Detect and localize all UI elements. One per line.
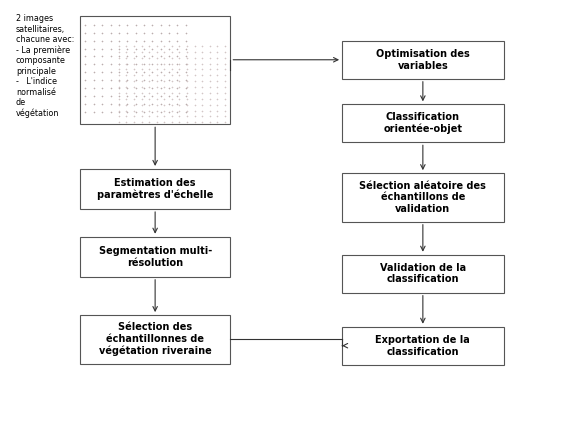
FancyBboxPatch shape bbox=[342, 104, 504, 142]
FancyBboxPatch shape bbox=[342, 255, 504, 293]
FancyBboxPatch shape bbox=[80, 16, 230, 124]
FancyBboxPatch shape bbox=[342, 173, 504, 222]
Text: Validation de la
classification: Validation de la classification bbox=[380, 263, 466, 284]
FancyBboxPatch shape bbox=[80, 237, 230, 277]
Text: Optimisation des
variables: Optimisation des variables bbox=[376, 49, 470, 70]
Text: 2 images
satellitaires,
chacune avec:
- La première
composante
principale
-   L': 2 images satellitaires, chacune avec: - … bbox=[16, 14, 74, 118]
Text: Classification
orientée-objet: Classification orientée-objet bbox=[383, 112, 462, 134]
Text: Sélection des
échantillonnes de
végétation riveraine: Sélection des échantillonnes de végétati… bbox=[99, 323, 212, 356]
Text: Exportation de la
classification: Exportation de la classification bbox=[376, 335, 470, 356]
Text: Estimation des
paramètres d'échelle: Estimation des paramètres d'échelle bbox=[97, 178, 213, 200]
Text: Segmentation multi-
résolution: Segmentation multi- résolution bbox=[99, 246, 212, 268]
FancyBboxPatch shape bbox=[80, 315, 230, 364]
Text: Sélection aléatoire des
échantillons de
validation: Sélection aléatoire des échantillons de … bbox=[359, 181, 486, 214]
FancyBboxPatch shape bbox=[80, 169, 230, 209]
FancyBboxPatch shape bbox=[342, 41, 504, 79]
FancyBboxPatch shape bbox=[342, 326, 504, 365]
